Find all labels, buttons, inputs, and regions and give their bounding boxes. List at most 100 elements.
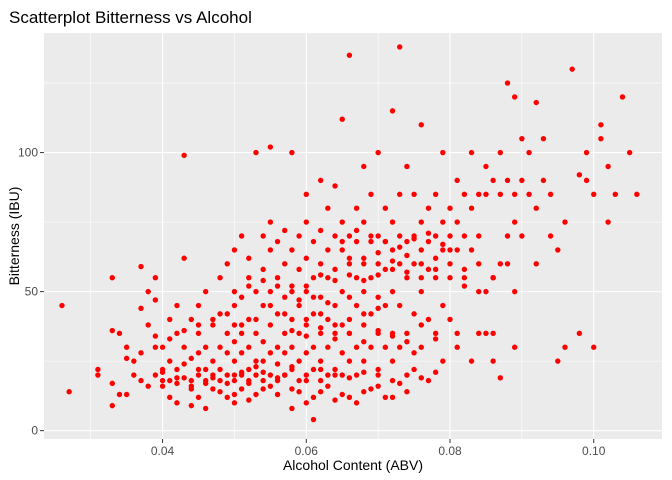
data-point [289, 288, 295, 295]
data-point [289, 344, 295, 350]
data-point [404, 252, 410, 259]
data-point [332, 277, 338, 284]
data-point [238, 233, 245, 239]
data-point [440, 358, 446, 364]
data-point [346, 52, 353, 58]
data-point [224, 372, 230, 378]
data-point [274, 238, 281, 245]
data-point [296, 266, 302, 273]
data-point [418, 344, 424, 350]
data-point [526, 191, 532, 197]
y-tick-label: 100 [18, 146, 38, 160]
data-point [353, 302, 360, 309]
data-point [282, 261, 288, 267]
data-point [382, 238, 389, 245]
y-tick-label: 0 [31, 424, 38, 438]
data-point [346, 358, 353, 364]
data-point [217, 366, 223, 373]
data-point [181, 361, 187, 367]
data-point [202, 288, 209, 295]
data-point [418, 375, 424, 381]
data-point [174, 366, 180, 373]
data-point [476, 330, 482, 337]
data-point [274, 283, 281, 289]
data-point [389, 108, 396, 114]
data-point [310, 394, 317, 400]
data-point [109, 402, 115, 409]
data-point [138, 263, 144, 270]
data-point [282, 294, 288, 300]
data-point [447, 316, 453, 323]
data-point [361, 322, 367, 328]
data-point [382, 394, 389, 400]
data-point [109, 380, 115, 387]
data-point [325, 383, 331, 389]
data-point [289, 386, 295, 392]
data-point [310, 294, 317, 300]
data-point [397, 344, 403, 350]
data-point [95, 366, 101, 373]
data-point [468, 358, 475, 364]
data-point [224, 330, 230, 337]
data-point [375, 305, 381, 312]
data-point [238, 322, 245, 328]
data-point [353, 344, 360, 350]
data-point [167, 336, 173, 342]
data-point [267, 247, 274, 253]
data-point [310, 311, 317, 317]
data-point [224, 380, 230, 387]
data-point [217, 377, 223, 384]
data-point [231, 391, 238, 398]
data-point [339, 238, 345, 245]
data-point [440, 149, 446, 156]
data-point [231, 400, 238, 406]
data-point [389, 358, 396, 364]
data-point [246, 344, 252, 350]
data-point [346, 316, 353, 323]
data-point [282, 330, 288, 337]
data-point [167, 358, 173, 364]
data-point [361, 288, 367, 295]
data-point [533, 205, 539, 211]
data-point [389, 258, 396, 264]
data-point [224, 350, 230, 356]
data-point [368, 233, 374, 239]
data-point [289, 316, 295, 323]
data-point [461, 266, 468, 273]
data-point [325, 316, 331, 323]
data-point [317, 366, 324, 373]
x-tick-label: 0.04 [151, 444, 175, 458]
data-point [346, 330, 353, 337]
data-point [253, 316, 259, 323]
data-point [432, 191, 439, 197]
data-point [282, 227, 288, 234]
data-point [109, 327, 115, 334]
data-point [411, 350, 417, 356]
data-point [310, 238, 317, 245]
data-point [195, 322, 202, 328]
data-point [202, 380, 209, 387]
data-point [404, 238, 410, 245]
data-point [274, 361, 281, 367]
data-point [246, 275, 252, 281]
data-point [116, 330, 123, 337]
data-point [497, 191, 504, 197]
data-point [569, 66, 575, 72]
data-point [353, 227, 360, 234]
data-point [246, 366, 252, 373]
data-point [375, 272, 381, 278]
data-point [181, 152, 187, 159]
data-point [210, 316, 216, 323]
data-point [325, 300, 331, 306]
data-point [576, 172, 583, 178]
data-point [339, 350, 345, 356]
data-point [404, 389, 410, 395]
data-point [188, 402, 195, 409]
data-point [159, 377, 166, 384]
major-gridlines [44, 33, 662, 439]
data-point [447, 261, 453, 267]
data-point [274, 275, 281, 281]
data-point [375, 149, 381, 156]
data-point [361, 219, 367, 225]
data-point [353, 238, 360, 245]
